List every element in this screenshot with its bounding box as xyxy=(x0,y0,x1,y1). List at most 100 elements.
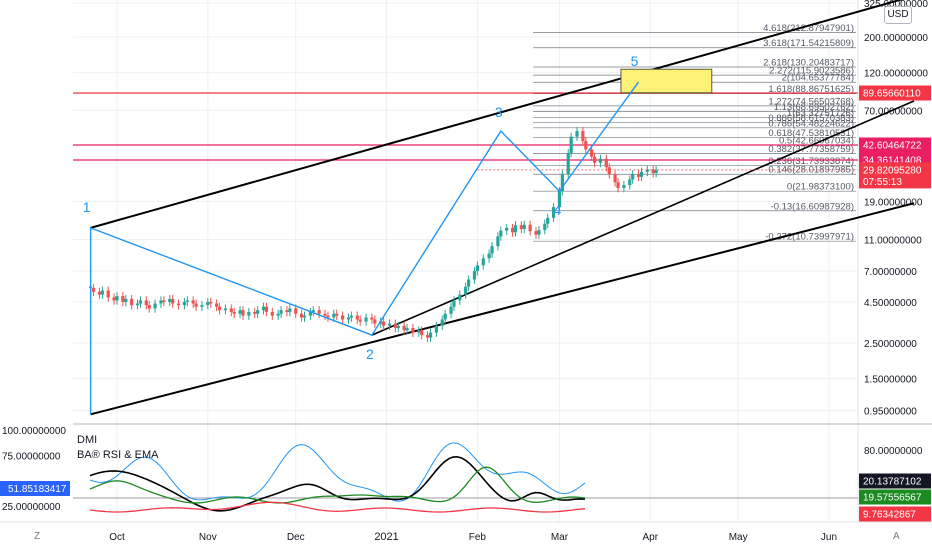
candle-body xyxy=(543,223,547,231)
candle-body xyxy=(346,317,351,320)
channel-lower xyxy=(90,202,915,416)
candle-body xyxy=(335,313,339,316)
dmi-minus-line xyxy=(89,501,586,513)
candle-body xyxy=(285,310,289,312)
candle-body xyxy=(358,319,362,322)
x-tick-label: Nov xyxy=(199,532,217,543)
y-tick-label: 0.95000000 xyxy=(864,407,917,418)
candle-body xyxy=(651,169,655,174)
currency-button[interactable]: USD xyxy=(884,6,912,24)
indicator-value-box xyxy=(0,481,70,496)
candle-body xyxy=(534,231,538,235)
candle-body xyxy=(144,300,148,306)
candle-body xyxy=(106,290,110,298)
indicator-value-box xyxy=(859,473,931,489)
main-pane xyxy=(73,0,858,423)
y-tick-label: 70.00000000 xyxy=(864,106,923,117)
candle-body xyxy=(115,296,119,301)
candle-body xyxy=(294,308,298,314)
candle-body xyxy=(215,303,219,307)
fib-label: 1(63.32751726) xyxy=(787,108,854,119)
fib-label: 0.618(47.53810531) xyxy=(768,128,854,139)
candle-body xyxy=(232,311,236,314)
y-tick-label: 1.50000000 xyxy=(864,375,917,386)
candle-body xyxy=(194,303,198,307)
indicator-y-label: 25.00000000 xyxy=(2,502,61,513)
y-tick-label: 19.00000000 xyxy=(864,197,923,208)
candle-body xyxy=(522,224,526,229)
auto-scale-button[interactable]: A xyxy=(893,531,900,542)
fib-label: 2.272(115.9023586) xyxy=(769,66,854,77)
indicator-pane xyxy=(73,426,858,522)
candle-body xyxy=(264,306,269,312)
candle-body xyxy=(349,315,353,318)
dmi-plus-line xyxy=(89,466,586,504)
fib-retracement: 4.618(212.87947901) 3.618(171.54215809) 2.… xyxy=(533,23,856,243)
candle-body xyxy=(513,225,518,233)
fib-label: 1.13(68.69502762) xyxy=(774,102,854,113)
candle-body xyxy=(584,141,588,150)
candle-body xyxy=(590,149,594,157)
fib-label: -0.13(16.60987928) xyxy=(771,201,854,212)
candle-body xyxy=(631,174,635,180)
candle-body xyxy=(217,306,222,311)
candle-body xyxy=(171,298,175,304)
indicator-value: 20.13787102 xyxy=(863,477,922,488)
candle-body xyxy=(299,313,304,318)
candle-body xyxy=(499,230,503,237)
x-tick-label: Jun xyxy=(821,532,837,543)
candle-body xyxy=(592,156,597,163)
candle-body xyxy=(317,310,321,314)
candle-body xyxy=(241,310,245,316)
candle-body xyxy=(182,301,186,306)
candle-body xyxy=(341,315,345,320)
fib-label: 0.236(31.73933874) xyxy=(768,156,854,167)
fib-label: 4.618(212.87947901) xyxy=(763,23,854,34)
fib-label: 0(21.98373100) xyxy=(787,182,854,193)
x-tick-label: Dec xyxy=(287,532,305,543)
y-tick-label: 325.00000000 xyxy=(864,0,928,10)
candle-body xyxy=(607,167,611,175)
candle-body xyxy=(411,327,415,333)
candle-body xyxy=(490,246,494,254)
candle-body xyxy=(270,311,274,316)
indicator-label-dmi: DMI xyxy=(77,434,98,446)
candle-body xyxy=(487,253,491,259)
candle-body xyxy=(402,325,406,331)
wave-label: 5 xyxy=(631,53,639,69)
indicator-y-label-right: 80.00000000 xyxy=(864,446,923,457)
target-box xyxy=(620,68,713,94)
timezone-button[interactable]: Z xyxy=(34,531,41,542)
candle-body xyxy=(355,315,359,320)
candle-body xyxy=(560,174,564,192)
channel-middle xyxy=(371,100,915,336)
candle-body xyxy=(308,311,312,316)
candle-body xyxy=(528,224,532,232)
x-tick-label: Apr xyxy=(642,532,658,543)
candle-body xyxy=(467,279,471,287)
candle-body xyxy=(566,152,570,175)
candle-body xyxy=(639,171,644,177)
candle-body xyxy=(434,325,438,333)
candle-body xyxy=(440,319,444,326)
price-label-box xyxy=(859,162,931,189)
candle-body xyxy=(387,323,392,326)
candle-body xyxy=(405,327,409,331)
fib-label: 1.272(74.56503768) xyxy=(768,96,854,107)
candle-body xyxy=(302,315,307,318)
candle-body xyxy=(100,290,104,295)
candle-body xyxy=(616,182,620,189)
y-tick-label: 4.50000000 xyxy=(864,298,917,309)
candle-body xyxy=(537,230,541,235)
candle-body xyxy=(191,300,195,304)
candle-body xyxy=(135,303,140,306)
y-tick-label: 120.00000000 xyxy=(864,69,928,80)
x-tick-label: 2021 xyxy=(374,531,398,543)
y-tick-label: 2.50000000 xyxy=(864,339,917,350)
wave-label: 2 xyxy=(366,346,374,362)
price-label-time: 07:55:13 xyxy=(863,177,902,188)
price-label: 34.36141408 xyxy=(863,155,922,166)
price-label: 89.65660110 xyxy=(863,89,921,100)
